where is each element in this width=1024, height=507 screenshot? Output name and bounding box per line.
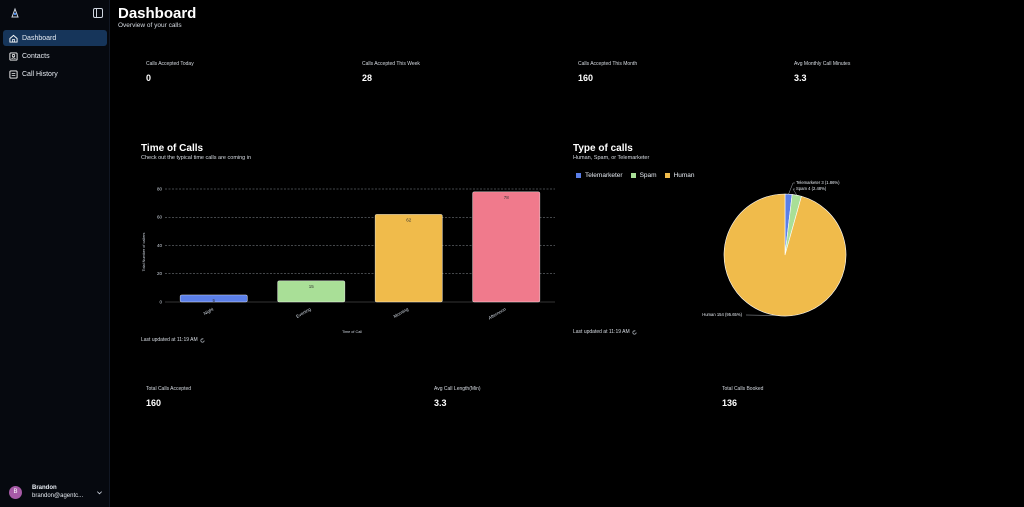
stat-avg-call-length: Avg Call Length(Min) 3.3	[434, 386, 481, 408]
legend-item-telemarketer[interactable]: Telemarketer	[576, 172, 623, 179]
stat-label: Calls Accepted Today	[146, 61, 194, 67]
sidebar-item-label: Dashboard	[22, 34, 57, 42]
user-menu[interactable]: B Brandon brandon@agentc...	[9, 483, 103, 501]
stat-value: 3.3	[434, 398, 447, 408]
x-axis-label: Time of Call	[342, 330, 362, 334]
legend-swatch	[576, 173, 581, 178]
stat-calls-week: Calls Accepted This Week 28	[362, 61, 420, 83]
user-info: Brandon brandon@agentc...	[32, 484, 96, 500]
sidebar-item-label: Contacts	[22, 52, 50, 60]
time-card-updated: Last updated at 11:19 AM	[141, 337, 205, 343]
stat-total-booked: Total Calls Booked 136	[722, 386, 763, 408]
bar-night[interactable]	[179, 294, 248, 303]
stat-value: 0	[146, 73, 152, 83]
updated-text: Last updated at 11:19 AM	[573, 329, 630, 335]
y-tick-label: 60	[157, 215, 163, 220]
stat-label: Avg Monthly Call Minutes	[794, 61, 851, 67]
bar-evening[interactable]	[277, 280, 346, 303]
legend-item-spam[interactable]: Spam	[630, 172, 657, 179]
pie-slice-label: Spam 4 (2.48%)	[796, 186, 827, 191]
stat-label: Total Calls Booked	[722, 386, 764, 392]
chevron-down-icon[interactable]	[96, 489, 103, 496]
sidebar: Dashboard Contacts Call History	[0, 0, 110, 507]
sidebar-item-call-history[interactable]: Call History	[3, 66, 107, 82]
user-name: Brandon	[32, 485, 57, 491]
history-icon	[9, 69, 18, 79]
home-icon	[9, 34, 18, 43]
y-axis-label: Total Number of callers	[142, 232, 146, 271]
updated-text: Last updated at 11:19 AM	[141, 337, 198, 343]
pie-slice-label: Telemarketer 3 (1.86%)	[796, 180, 840, 185]
bar-data-label: 62	[406, 217, 412, 222]
contacts-icon	[9, 51, 18, 61]
legend-label: Telemarketer	[585, 172, 623, 179]
time-card-title: Time of Calls	[141, 143, 204, 154]
stat-total-accepted: Total Calls Accepted 160	[146, 386, 191, 408]
bar-morning[interactable]	[374, 214, 443, 303]
pie-label-leader	[792, 188, 797, 196]
x-tick-label: Night	[203, 306, 215, 316]
pie-slice-human[interactable]	[723, 193, 847, 317]
pie-legend: Telemarketer Spam Human	[576, 172, 703, 179]
sidebar-nav: Dashboard Contacts Call History	[3, 30, 107, 84]
user-email: brandon@agentc...	[32, 493, 84, 499]
time-card-subtitle: Check out the typical time calls are com…	[141, 155, 252, 161]
bar-chart: 0 20 40 60 80 5 Night 15 Evening 62 Morning 78 Afte…	[142, 186, 555, 334]
page-subtitle: Overview of your calls	[118, 22, 182, 29]
x-tick-label: Morning	[393, 306, 410, 319]
legend-swatch	[630, 173, 636, 178]
bar-afternoon[interactable]	[472, 191, 541, 303]
type-card-subtitle: Human, Spam, or Telemarketer	[573, 155, 650, 161]
stat-value: 3.3	[794, 73, 807, 83]
x-tick-label: Evening	[295, 306, 312, 319]
sidebar-item-contacts[interactable]: Contacts	[3, 48, 107, 64]
type-card-title: Type of calls	[573, 143, 633, 154]
sidebar-toggle-icon[interactable]	[93, 8, 103, 18]
y-tick-label: 20	[157, 271, 163, 276]
stat-label: Calls Accepted This Week	[362, 61, 420, 67]
bar-data-label: 78	[504, 195, 510, 200]
pie-label-leader	[788, 182, 795, 195]
sidebar-item-dashboard[interactable]: Dashboard	[3, 30, 107, 46]
refresh-icon[interactable]	[200, 337, 205, 343]
logo-icon[interactable]	[9, 7, 21, 19]
y-tick-label: 0	[159, 299, 162, 304]
legend-label: Human	[673, 172, 695, 179]
stat-label: Total Calls Accepted	[146, 386, 192, 392]
bar-data-label: 15	[309, 284, 315, 289]
y-tick-label: 80	[157, 186, 163, 191]
pie-slice-label: Human 154 (95.65%)	[702, 312, 742, 317]
x-tick-label: Afternoon	[487, 306, 507, 320]
stat-value: 160	[146, 398, 162, 408]
stat-value: 136	[722, 398, 738, 408]
stat-calls-month: Calls Accepted This Month 160	[578, 61, 637, 83]
type-card-updated: Last updated at 11:19 AM	[573, 329, 637, 335]
bar-data-label: 5	[212, 298, 215, 303]
legend-item-human[interactable]: Human	[664, 172, 695, 179]
y-tick-label: 40	[157, 243, 163, 248]
stat-avg-minutes: Avg Monthly Call Minutes 3.3	[794, 61, 850, 83]
pie-chart: Telemarketer 3 (1.86%)Spam 4 (2.48%) Huma…	[702, 180, 847, 317]
stat-calls-today: Calls Accepted Today 0	[146, 61, 194, 83]
sidebar-item-label: Call History	[22, 70, 58, 78]
stat-label: Calls Accepted This Month	[578, 61, 638, 67]
legend-label: Spam	[639, 172, 657, 179]
legend-swatch	[664, 173, 670, 178]
stat-value: 160	[578, 73, 594, 83]
stat-label: Avg Call Length(Min)	[434, 386, 481, 392]
avatar: B	[9, 485, 22, 499]
page-title: Dashboard	[118, 5, 197, 22]
refresh-icon[interactable]	[632, 329, 637, 335]
stat-value: 28	[362, 73, 373, 83]
